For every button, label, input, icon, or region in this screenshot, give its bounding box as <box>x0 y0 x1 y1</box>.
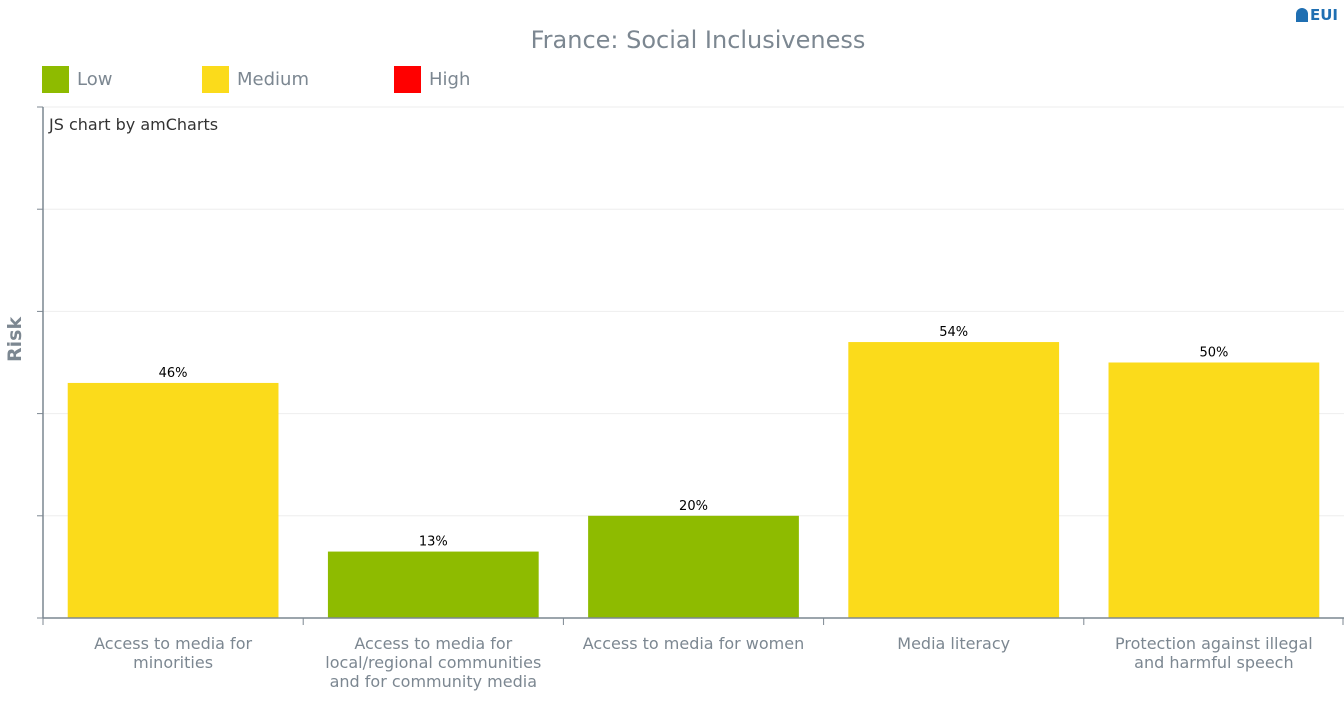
bar-value-label: 13% <box>419 535 448 550</box>
bar-value-label: 20% <box>679 499 708 514</box>
x-tick-label: Media literacy <box>897 634 1011 653</box>
bar-value-label: 54% <box>939 325 968 340</box>
x-tick-label: Protection against illegal and harmful s… <box>1115 634 1313 672</box>
legend-swatch-high <box>394 66 421 93</box>
bar <box>327 551 539 618</box>
chart-title: France: Social Inclusiveness <box>530 26 866 54</box>
bar <box>588 515 799 618</box>
eui-logo-text: EUI <box>1309 6 1338 24</box>
legend-swatch-low <box>42 66 69 93</box>
bar-value-label: 50% <box>1199 346 1228 361</box>
bar <box>1108 362 1320 618</box>
bar-value-label: 46% <box>159 366 188 381</box>
eui-shield-icon <box>1295 8 1308 22</box>
legend-label-medium: Medium <box>237 69 309 90</box>
legend-item-medium[interactable]: Medium <box>202 66 309 93</box>
legend-label-high: High <box>429 69 471 90</box>
legend-item-low[interactable]: Low <box>42 66 112 93</box>
x-tick-label: Access to media for women <box>582 634 805 653</box>
eui-logo[interactable]: EUI <box>1295 6 1338 24</box>
bar <box>848 342 1060 618</box>
legend-label-low: Low <box>77 69 113 90</box>
x-tick-label: Access to media for minorities <box>94 634 253 672</box>
legend-swatch-medium <box>202 66 229 93</box>
x-tick-label: Access to media for local/regional commu… <box>325 634 542 691</box>
bar <box>67 382 279 618</box>
legend-item-high[interactable]: High <box>394 66 470 93</box>
amcharts-credit-link[interactable]: JS chart by amCharts <box>49 115 219 134</box>
